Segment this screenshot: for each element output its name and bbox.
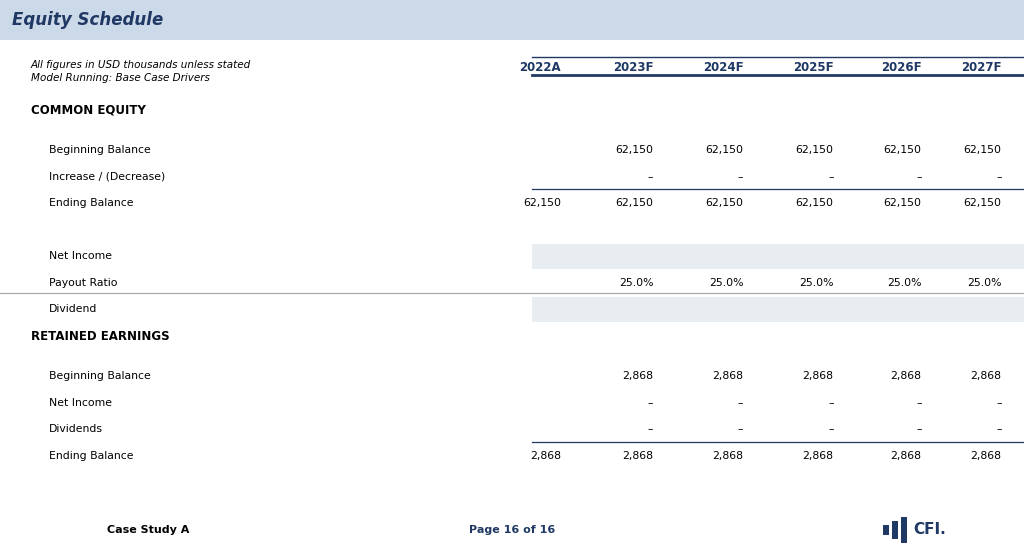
Text: –: – [828,172,834,182]
Text: 25.0%: 25.0% [709,278,743,288]
Text: 2,868: 2,868 [623,371,653,381]
Text: Increase / (Decrease): Increase / (Decrease) [49,172,166,182]
Text: 62,150: 62,150 [796,198,834,208]
Text: 2,868: 2,868 [713,451,743,461]
FancyBboxPatch shape [532,245,1024,269]
Text: 25.0%: 25.0% [618,278,653,288]
Text: 2026F: 2026F [881,61,922,74]
Text: 62,150: 62,150 [964,198,1001,208]
Text: 2025F: 2025F [793,61,834,74]
Text: 2022A: 2022A [519,61,561,74]
Text: 2027F: 2027F [961,61,1001,74]
Text: Case Study A: Case Study A [108,525,189,535]
Text: 62,150: 62,150 [964,145,1001,155]
Text: Equity Schedule: Equity Schedule [12,11,164,29]
Text: 2,868: 2,868 [803,371,834,381]
Text: Net Income: Net Income [49,398,113,408]
Text: –: – [996,398,1001,408]
Text: 25.0%: 25.0% [799,278,834,288]
Text: Beginning Balance: Beginning Balance [49,145,151,155]
Text: Dividend: Dividend [49,304,97,314]
Text: –: – [648,424,653,434]
Text: Dividends: Dividends [49,424,103,434]
Text: 2,868: 2,868 [530,451,561,461]
Text: Page 16 of 16: Page 16 of 16 [469,525,555,535]
Text: –: – [738,172,743,182]
Text: COMMON EQUITY: COMMON EQUITY [31,104,145,117]
FancyBboxPatch shape [532,298,1024,322]
Text: Net Income: Net Income [49,251,113,261]
Text: –: – [738,398,743,408]
Text: 2,868: 2,868 [713,371,743,381]
Text: 25.0%: 25.0% [967,278,1001,288]
FancyBboxPatch shape [0,0,1024,40]
Text: 62,150: 62,150 [706,145,743,155]
Text: 62,150: 62,150 [615,145,653,155]
Text: –: – [648,172,653,182]
Text: –: – [916,172,922,182]
Text: CFI.: CFI. [913,522,946,538]
Text: 2,868: 2,868 [971,371,1001,381]
FancyBboxPatch shape [892,521,898,539]
Text: 2,868: 2,868 [891,451,922,461]
Text: 62,150: 62,150 [523,198,561,208]
Text: –: – [916,424,922,434]
Text: 2,868: 2,868 [803,451,834,461]
Text: Ending Balance: Ending Balance [49,451,134,461]
Text: –: – [828,424,834,434]
Text: 62,150: 62,150 [796,145,834,155]
FancyBboxPatch shape [901,517,907,543]
Text: 2023F: 2023F [612,61,653,74]
Text: 2,868: 2,868 [891,371,922,381]
Text: Ending Balance: Ending Balance [49,198,134,208]
Text: 62,150: 62,150 [706,198,743,208]
Text: 2,868: 2,868 [623,451,653,461]
Text: 62,150: 62,150 [884,145,922,155]
Text: RETAINED EARNINGS: RETAINED EARNINGS [31,330,169,343]
Text: –: – [996,172,1001,182]
Text: –: – [996,424,1001,434]
Text: Payout Ratio: Payout Ratio [49,278,118,288]
FancyBboxPatch shape [883,525,889,535]
Text: –: – [738,424,743,434]
Text: 62,150: 62,150 [615,198,653,208]
Text: –: – [648,398,653,408]
Text: 25.0%: 25.0% [887,278,922,288]
Text: 2,868: 2,868 [971,451,1001,461]
Text: Beginning Balance: Beginning Balance [49,371,151,381]
Text: Model Running: Base Case Drivers: Model Running: Base Case Drivers [31,73,210,83]
Text: All figures in USD thousands unless stated: All figures in USD thousands unless stat… [31,60,251,70]
Text: –: – [828,398,834,408]
Text: 62,150: 62,150 [884,198,922,208]
Text: 2024F: 2024F [702,61,743,74]
Text: –: – [916,398,922,408]
